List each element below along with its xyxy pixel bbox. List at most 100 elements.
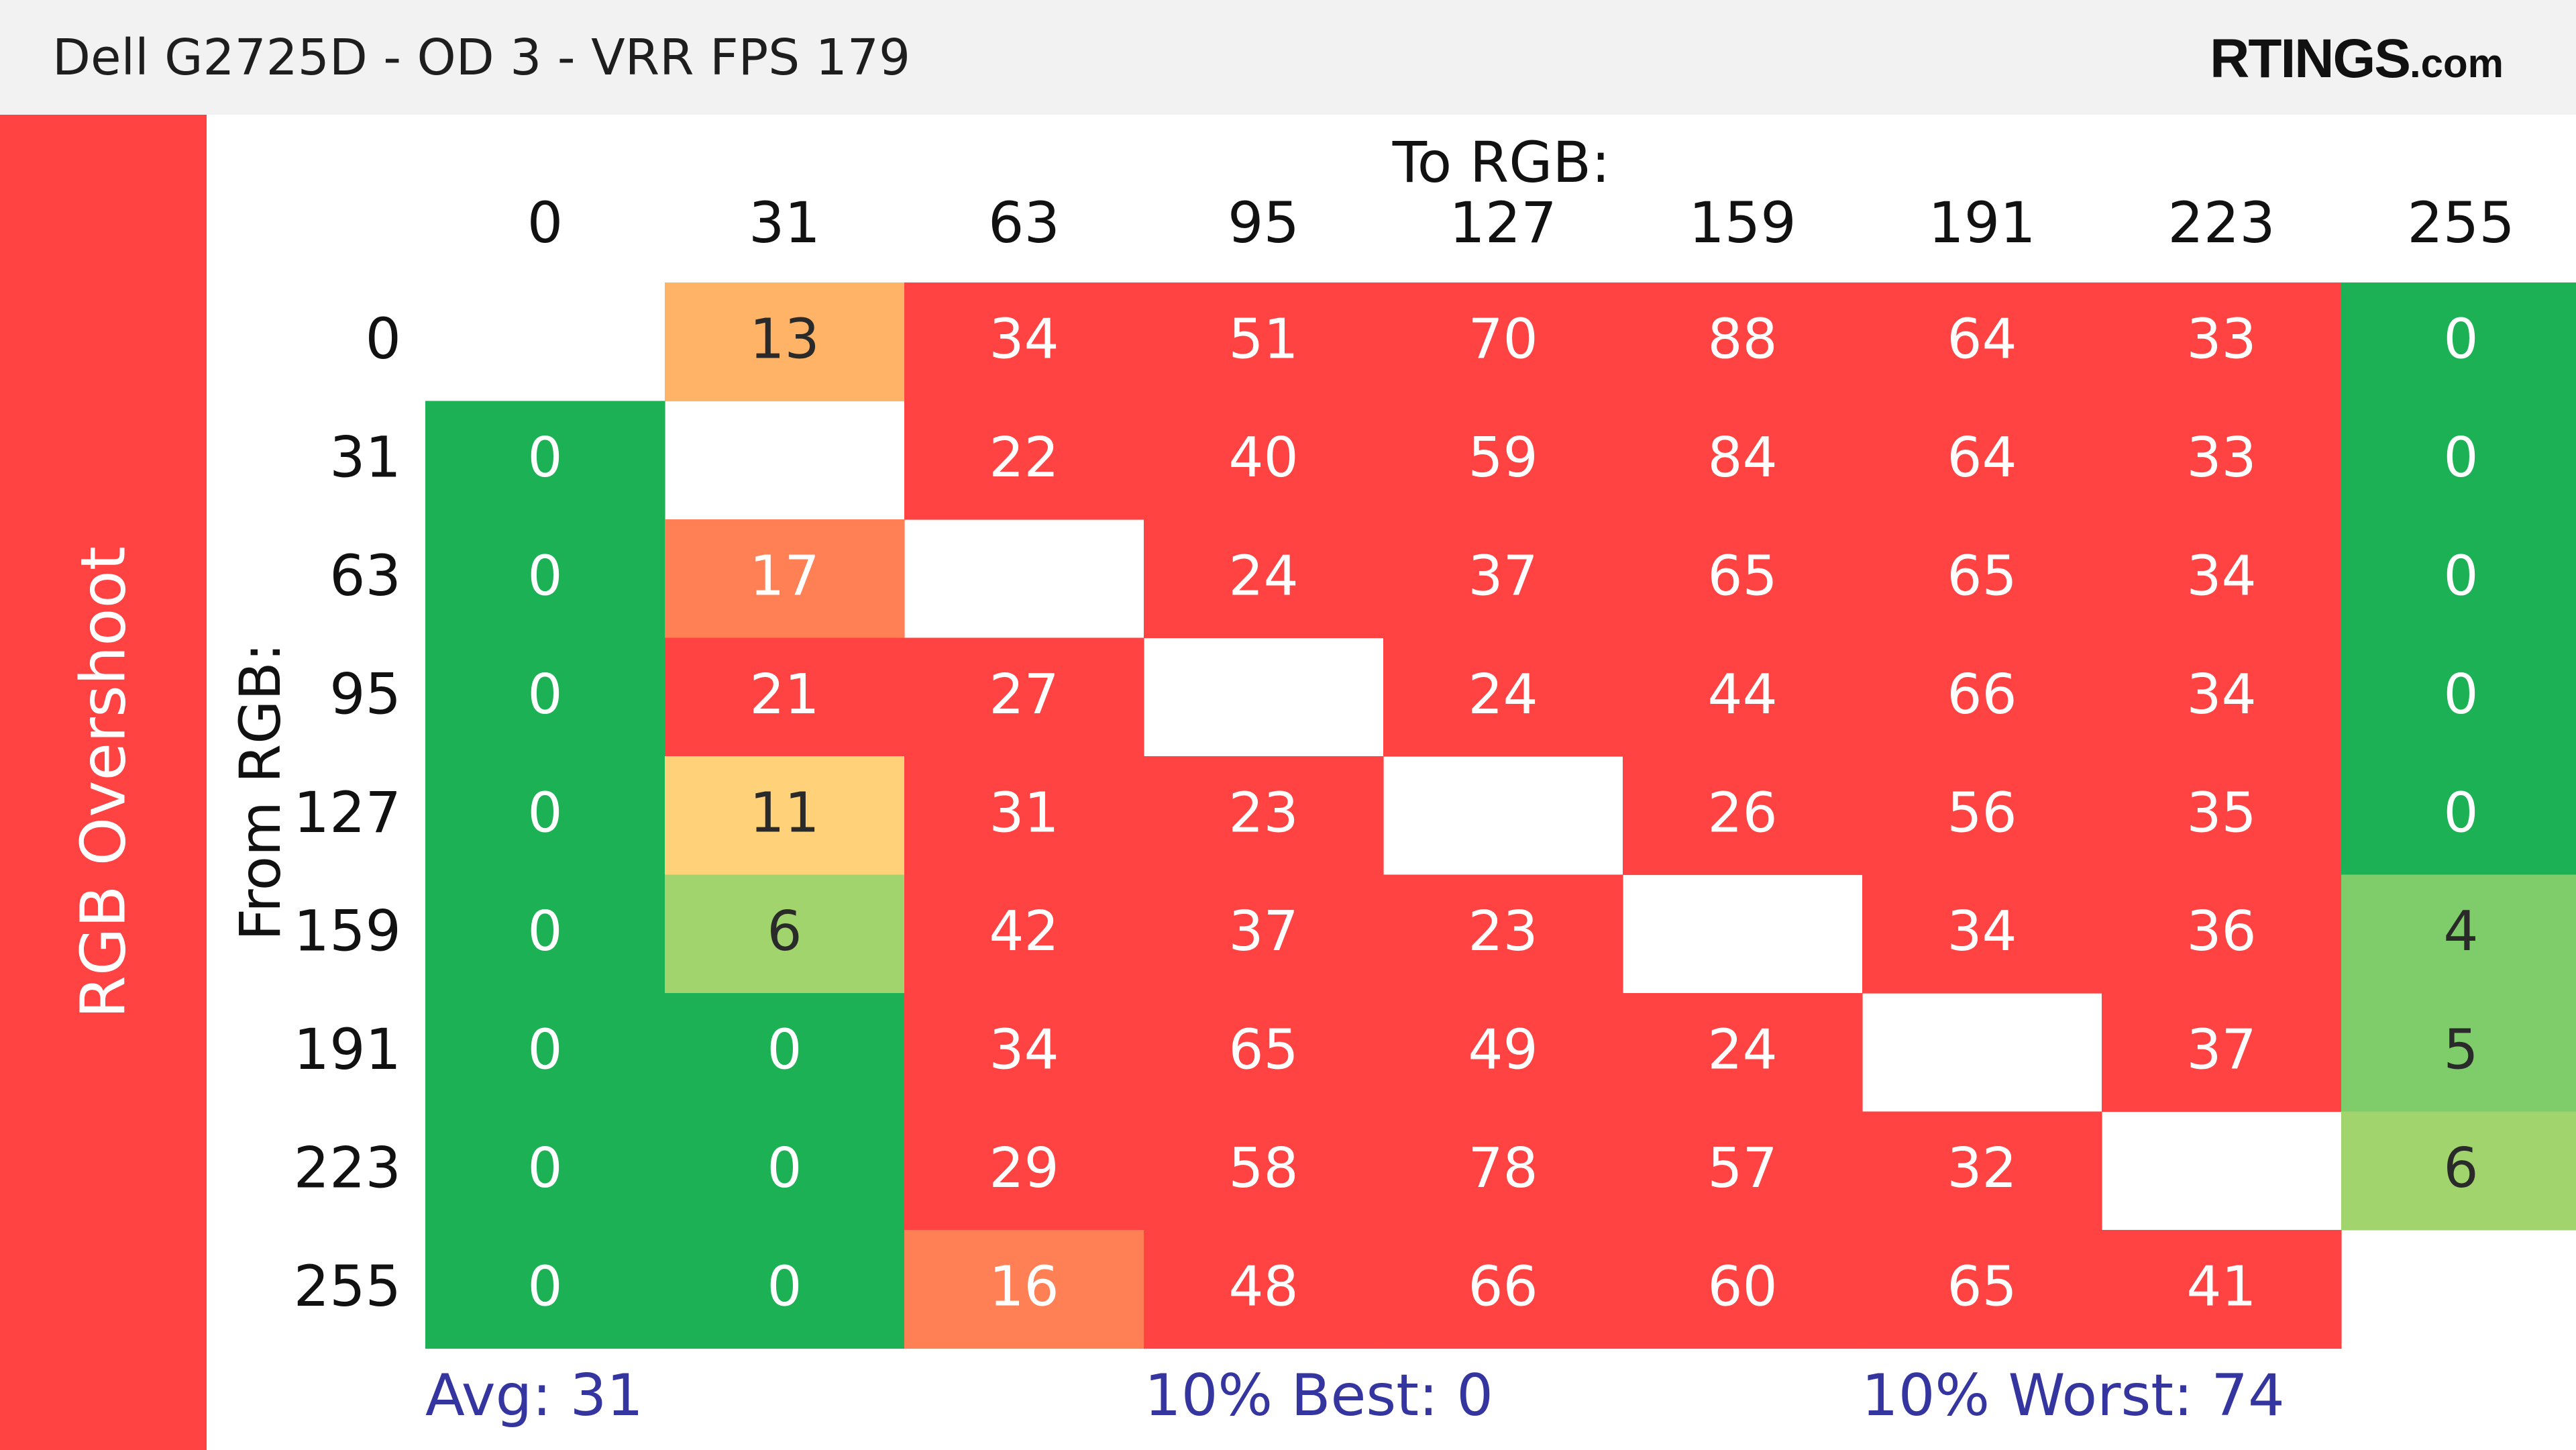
cell-value-label: 23 xyxy=(1228,782,1298,845)
cell-value-label: 6 xyxy=(767,900,802,964)
cell-value-label: 0 xyxy=(2443,308,2478,372)
cell-value-label: 0 xyxy=(2443,426,2478,490)
cell-value-label: 37 xyxy=(1468,545,1538,609)
cell-value-label: 22 xyxy=(989,426,1059,490)
cell-value-label: 34 xyxy=(1947,900,2017,964)
avg-stat: Avg: 31 xyxy=(425,1362,644,1429)
heatmap-cell xyxy=(1862,282,2102,402)
cell-value-label: 66 xyxy=(1947,663,2017,727)
heatmap-cell xyxy=(425,1230,665,1349)
cell-value-label: 65 xyxy=(1947,545,2017,609)
cell-value-label: 23 xyxy=(1468,900,1538,964)
cell-value-label: 60 xyxy=(1707,1255,1777,1319)
heatmap-cell xyxy=(1144,401,1384,520)
heatmap-cell xyxy=(665,1230,905,1349)
cell-value-label: 44 xyxy=(1707,663,1777,727)
cell-value-label: 16 xyxy=(989,1255,1059,1319)
cell-value-label: 33 xyxy=(2186,426,2256,490)
chart-title: Dell G2725D - OD 3 - VRR FPS 179 xyxy=(52,29,911,87)
heatmap-cell xyxy=(2102,401,2342,520)
side-bar xyxy=(0,115,207,1450)
heatmap-cell xyxy=(1623,519,1863,639)
heatmap-cell xyxy=(1383,401,1623,520)
cell-value-label: 34 xyxy=(2186,663,2256,727)
cell-value-label: 29 xyxy=(989,1137,1059,1200)
heatmap-cell xyxy=(665,519,905,639)
cell-value-label: 0 xyxy=(527,545,562,609)
cell-value-label: 65 xyxy=(1707,545,1777,609)
heatmap-cell xyxy=(1144,282,1384,402)
heatmap-cell xyxy=(904,1230,1144,1349)
cell-value-label: 51 xyxy=(1228,308,1298,372)
cell-value-label: 34 xyxy=(989,308,1059,372)
cell-value-label: 70 xyxy=(1468,308,1538,372)
cell-value-label: 31 xyxy=(989,782,1059,845)
heatmap-cell xyxy=(1383,637,1623,757)
heatmap-cell xyxy=(1623,756,1863,876)
cell-value-label: 66 xyxy=(1468,1255,1538,1319)
heatmap-cell xyxy=(1383,519,1623,639)
heatmap-cell xyxy=(425,993,665,1112)
cell-value-label: 88 xyxy=(1707,308,1777,372)
cell-value-label: 34 xyxy=(989,1019,1059,1082)
heatmap-cell xyxy=(904,874,1144,994)
heatmap-cell xyxy=(1623,1230,1863,1349)
y-tick-label: 31 xyxy=(329,425,401,490)
cell-value-label: 24 xyxy=(1228,545,1298,609)
rtings-logo: RTINGS.com xyxy=(2210,27,2504,96)
heatmap-cell xyxy=(2102,282,2342,402)
x-tick-label: 31 xyxy=(749,190,820,256)
heatmap-cell xyxy=(1144,874,1384,994)
heatmap-cell xyxy=(2341,1111,2576,1231)
y-tick-label: 0 xyxy=(366,306,401,372)
x-tick-label: 191 xyxy=(1928,190,2035,256)
heatmap-cell xyxy=(2341,756,2576,876)
cell-value-label: 37 xyxy=(1228,900,1298,964)
heatmap-cell xyxy=(1862,637,2102,757)
cell-value-label: 40 xyxy=(1228,426,1298,490)
cell-value-label: 0 xyxy=(527,1019,562,1082)
cell-value-label: 5 xyxy=(2443,1019,2478,1082)
heatmap-cell xyxy=(1862,756,2102,876)
heatmap-cell xyxy=(1144,519,1384,639)
heatmap-cell xyxy=(1862,1111,2102,1231)
heatmap-cell xyxy=(1144,1230,1384,1349)
cell-value-label: 59 xyxy=(1468,426,1538,490)
cell-value-label: 0 xyxy=(527,426,562,490)
brand-main: RTINGS xyxy=(2210,28,2411,89)
heatmap-cell xyxy=(2341,519,2576,639)
cell-value-label: 24 xyxy=(1707,1019,1777,1082)
cell-value-label: 36 xyxy=(2186,900,2256,964)
heatmap-cell xyxy=(2102,519,2342,639)
x-tick-label: 159 xyxy=(1688,190,1796,256)
cell-value-label: 65 xyxy=(1228,1019,1298,1082)
cell-value-label: 6 xyxy=(2443,1137,2478,1200)
cell-value-label: 0 xyxy=(767,1255,802,1319)
heatmap-cell xyxy=(425,1111,665,1231)
cell-value-label: 0 xyxy=(2443,545,2478,609)
heatmap-cell xyxy=(1383,282,1623,402)
heatmap-cell xyxy=(2102,874,2342,994)
cell-value-label: 11 xyxy=(749,782,819,845)
cell-value-label: 49 xyxy=(1468,1019,1538,1082)
heatmap-cell xyxy=(1623,1111,1863,1231)
heatmap-cell xyxy=(1144,1111,1384,1231)
heatmap-cell xyxy=(425,756,665,876)
brand-suffix: .com xyxy=(2409,41,2504,86)
cell-value-label: 27 xyxy=(989,663,1059,727)
x-tick-label: 63 xyxy=(988,190,1060,256)
cell-value-label: 58 xyxy=(1228,1137,1298,1200)
heatmap-cell xyxy=(2341,993,2576,1112)
cell-value-label: 21 xyxy=(749,663,819,727)
cell-value-label: 37 xyxy=(2186,1019,2256,1082)
heatmap-cell xyxy=(665,282,905,402)
cell-value-label: 42 xyxy=(989,900,1059,964)
heatmap-cell xyxy=(904,756,1144,876)
heatmap-cell xyxy=(425,637,665,757)
heatmap-cell xyxy=(1623,282,1863,402)
heatmap-cell xyxy=(1862,401,2102,520)
worst-stat: 10% Worst: 74 xyxy=(1862,1362,2285,1429)
heatmap-cell xyxy=(1383,1111,1623,1231)
heatmap-cell xyxy=(904,993,1144,1112)
heatmap-cell xyxy=(2341,401,2576,520)
